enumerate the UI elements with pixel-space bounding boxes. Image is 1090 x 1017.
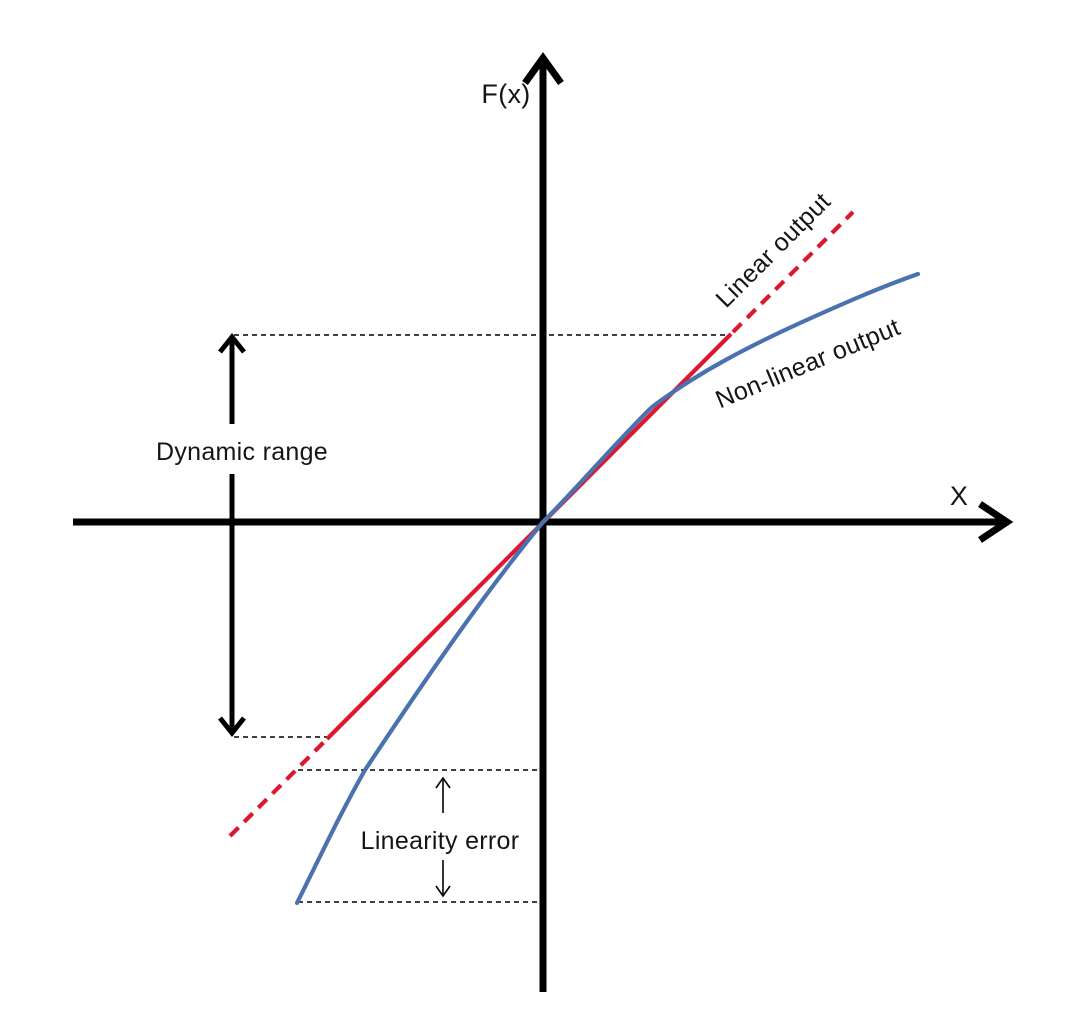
linearity-error-arrows — [435, 776, 451, 898]
thin-arrow-up-icon — [435, 776, 451, 789]
x-axis-label: X — [950, 481, 968, 511]
dynamic-range-arrow — [218, 332, 246, 738]
x-axis-arrowhead-icon — [978, 501, 1014, 543]
linear-output-dashed-lower — [228, 737, 329, 838]
nonlinear-output-curve — [294, 271, 921, 906]
axes — [73, 52, 1014, 992]
linearity-error-label: Linearity error — [361, 827, 520, 855]
arrow-up-icon — [218, 332, 246, 354]
linear-output-label: Linear output — [710, 187, 836, 313]
nonlinear-output-label: Non-linear output — [712, 313, 905, 414]
y-axis-arrowhead-icon — [522, 52, 564, 86]
arrow-down-icon — [218, 716, 246, 738]
dynamic-range-label: Dynamic range — [156, 438, 328, 466]
thin-arrow-down-icon — [435, 885, 451, 898]
linear-output-dashed-upper — [731, 210, 855, 334]
y-axis-label: F(x) — [481, 79, 530, 109]
reference-lines — [234, 334, 729, 903]
